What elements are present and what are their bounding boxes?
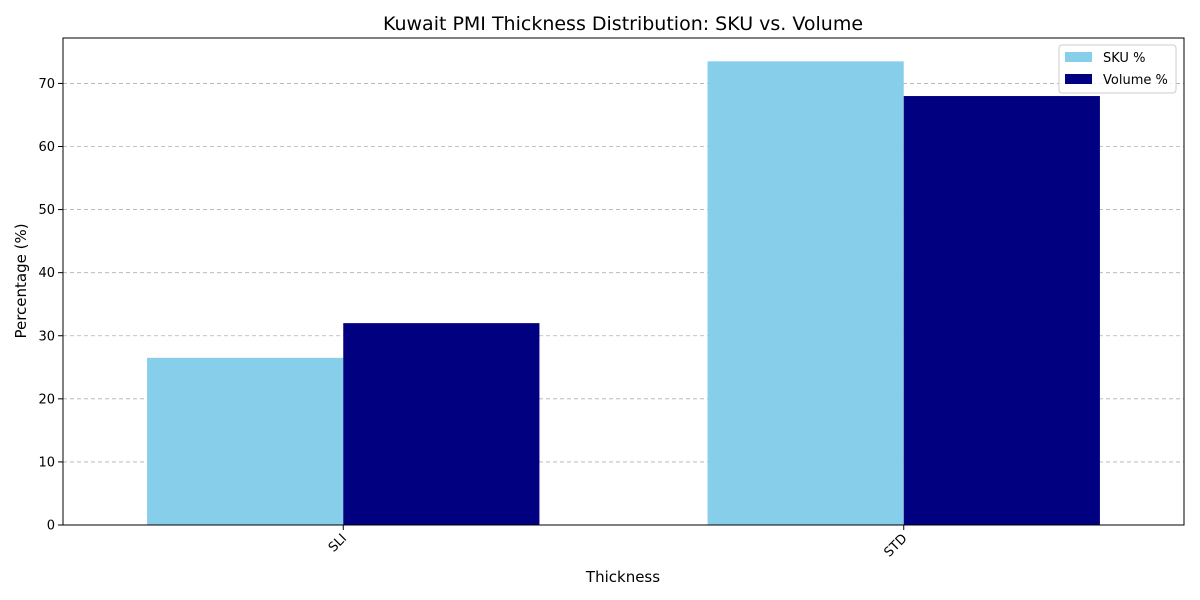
- bar-sli-sku: [147, 357, 344, 525]
- plot-frame: [62, 37, 1185, 526]
- y-tick-label: 30: [38, 329, 55, 344]
- y-tick-label: 40: [38, 266, 55, 281]
- bar-sli-volume: [343, 323, 540, 525]
- chart-title: Kuwait PMI Thickness Distribution: SKU v…: [383, 13, 863, 35]
- y-tick-label: 70: [38, 77, 55, 92]
- y-tick-label: 10: [38, 455, 55, 470]
- y-axis-ticks: 0 10 20 30 40 50 60 70: [38, 77, 63, 534]
- bar-std-sku: [707, 61, 904, 526]
- x-tick-label: SLI: [326, 531, 350, 555]
- y-axis-label: Percentage (%): [12, 223, 30, 338]
- legend-swatch: [1065, 74, 1092, 84]
- y-tick-label: 60: [38, 140, 55, 155]
- y-tick-label: 50: [38, 203, 55, 218]
- legend-swatch: [1065, 52, 1092, 62]
- legend-label: SKU %: [1103, 51, 1145, 66]
- y-tick-label: 20: [38, 392, 55, 407]
- x-axis-label: Thickness: [585, 568, 660, 586]
- y-tick-label: 0: [47, 519, 55, 534]
- x-tick-label: STD: [881, 531, 910, 560]
- bars: [147, 61, 1100, 526]
- x-axis-ticks: SLI STD: [326, 525, 911, 560]
- legend: SKU % Volume %: [1058, 44, 1177, 94]
- legend-label: Volume %: [1103, 73, 1168, 88]
- bar-std-volume: [903, 96, 1100, 526]
